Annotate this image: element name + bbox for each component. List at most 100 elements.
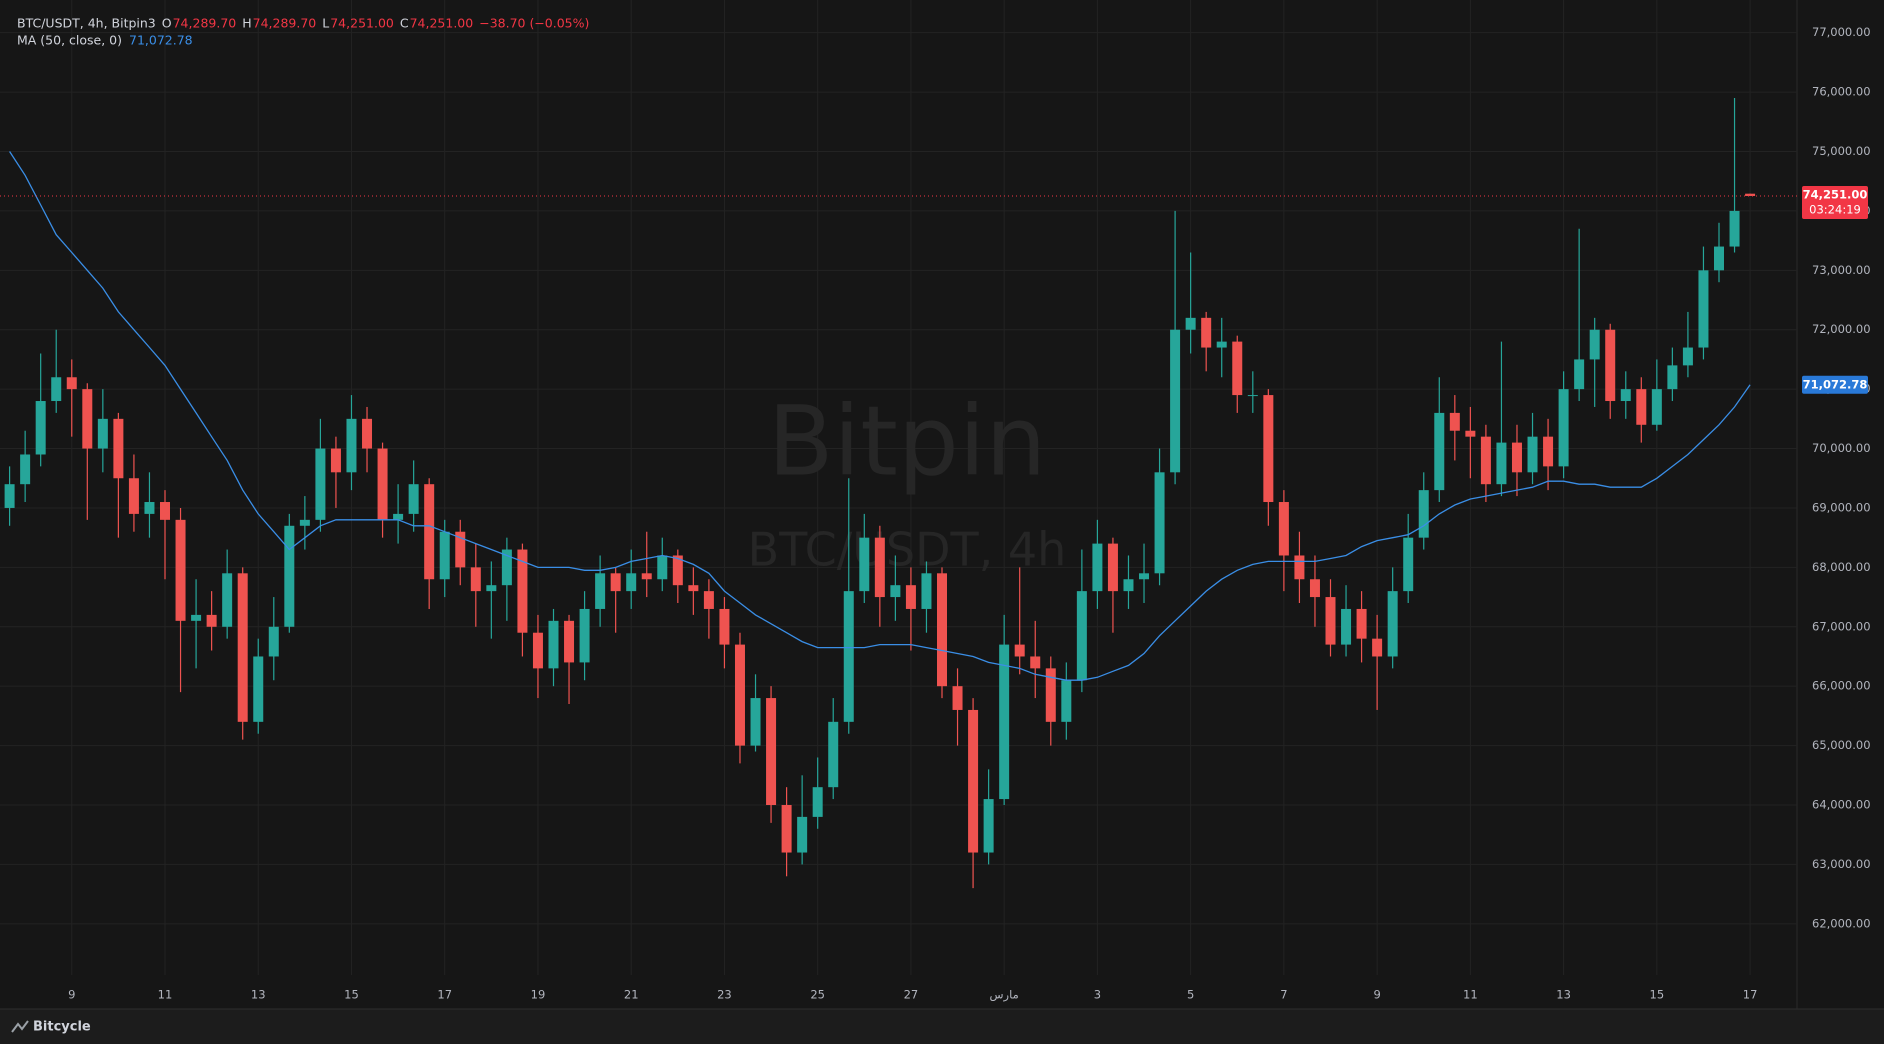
candle-body — [1714, 246, 1724, 271]
candle-body — [719, 608, 730, 645]
candle-body — [470, 567, 481, 592]
candle-body — [175, 519, 186, 621]
y-tick-label: 63,000.00 — [1812, 857, 1871, 871]
candle-body — [222, 573, 233, 627]
ohlc-key: C — [400, 16, 409, 31]
candle-body — [424, 484, 435, 580]
candle-body — [1216, 341, 1227, 348]
candle-body — [160, 502, 170, 520]
candle-body — [1309, 579, 1320, 598]
x-tick-label: 19 — [531, 988, 546, 1002]
logo-icon — [11, 1020, 29, 1033]
candle-body — [968, 709, 979, 853]
x-tick-label: 3 — [1094, 988, 1101, 1002]
candle-body — [144, 502, 155, 514]
candle-body — [299, 519, 310, 526]
footer-text: Bitcycle — [33, 1020, 91, 1035]
ohlc-key: L — [322, 16, 329, 31]
candle-body — [1651, 389, 1662, 425]
candle-body — [921, 573, 932, 609]
candle-body — [1185, 317, 1196, 330]
ohlc-key: O — [162, 16, 172, 31]
symbol-title: BTC/USDT, 4h, Bitpin3 — [17, 16, 156, 31]
y-tick-label: 73,000.00 — [1812, 263, 1871, 277]
candle-body — [1449, 412, 1460, 431]
candle-body — [284, 525, 295, 627]
candle-body — [66, 377, 77, 390]
change: −38.70 (−0.05%) — [479, 16, 589, 31]
last-price-label: 74,251.00 — [1803, 187, 1868, 201]
candle-body — [113, 418, 124, 479]
ohlc-key: H — [242, 16, 251, 31]
candle-body — [51, 377, 62, 402]
y-tick-label: 64,000.00 — [1812, 798, 1871, 812]
candle-body — [1107, 543, 1118, 592]
candle-body — [564, 620, 575, 663]
x-tick-label: 21 — [624, 988, 639, 1002]
candle-body — [1745, 193, 1756, 196]
ma-value: 71,072.78 — [129, 33, 193, 48]
x-tick-label: 17 — [437, 988, 452, 1002]
candle-body — [1589, 329, 1600, 360]
candle-body — [346, 418, 357, 473]
watermark: Bitpin — [768, 385, 1047, 497]
candle-body — [610, 573, 621, 592]
x-tick-label: 11 — [1463, 988, 1478, 1002]
candle-body — [595, 573, 606, 609]
candle-body — [1076, 591, 1087, 681]
candle-body — [781, 805, 792, 853]
ohlc-value: 74,289.70 — [173, 16, 237, 31]
candle-body — [268, 626, 279, 657]
candle-body — [1496, 442, 1507, 485]
candle-body — [1341, 608, 1352, 645]
candle-body — [797, 816, 808, 853]
candle-body — [999, 644, 1010, 800]
candle-body — [937, 573, 947, 687]
x-tick-label: 9 — [68, 988, 75, 1002]
candle-body — [1465, 430, 1476, 437]
candle-body — [1232, 341, 1243, 396]
watermark-sub: BTC/USDT, 4h — [748, 523, 1067, 577]
candle-body — [1061, 680, 1072, 722]
candle-body — [1387, 591, 1398, 657]
y-tick-label: 62,000.00 — [1812, 916, 1871, 930]
candle-body — [859, 537, 870, 592]
y-tick-label: 66,000.00 — [1812, 679, 1871, 693]
x-tick-label: 27 — [904, 988, 919, 1002]
x-tick-label: 11 — [158, 988, 173, 1002]
candle-body — [206, 614, 217, 627]
x-tick-label: 25 — [810, 988, 825, 1002]
candle-body — [1543, 436, 1554, 467]
candle-body — [703, 591, 714, 609]
x-tick-label: 7 — [1280, 988, 1287, 1002]
y-tick-label: 69,000.00 — [1812, 500, 1871, 514]
y-tick-label: 75,000.00 — [1812, 144, 1871, 158]
candle-body — [750, 698, 761, 746]
candle-body — [1620, 389, 1631, 402]
ohlc-value: 74,289.70 — [253, 16, 317, 31]
footer-bar — [0, 1009, 1884, 1044]
candle-body — [1434, 412, 1445, 491]
candle-body — [641, 573, 652, 580]
candle-body — [1170, 329, 1181, 473]
legend: BTC/USDT, 4h, Bitpin3 MA (50, close, 0) … — [17, 16, 589, 48]
candle-body — [1558, 389, 1569, 467]
candle-body — [20, 454, 31, 485]
candle-body — [1045, 668, 1056, 722]
candle-body — [97, 418, 108, 449]
candle-body — [1729, 210, 1740, 247]
candle-body — [812, 787, 823, 817]
candle-body — [1030, 656, 1041, 669]
candle-body — [874, 537, 885, 598]
candle-body — [237, 573, 248, 722]
ma-tag-label: 71,072.78 — [1803, 377, 1868, 391]
candle-body — [1325, 597, 1336, 645]
candle-body — [1527, 436, 1538, 473]
candle-body — [128, 478, 139, 514]
candle-body — [362, 418, 373, 449]
candle-body — [1605, 329, 1616, 402]
candle-body — [1247, 395, 1258, 397]
candle-body — [253, 656, 264, 722]
candle-body — [548, 620, 559, 669]
